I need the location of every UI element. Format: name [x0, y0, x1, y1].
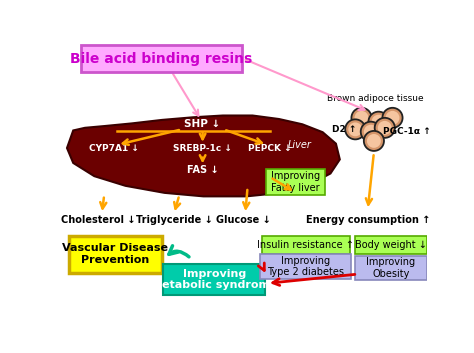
Text: D2 ↑: D2 ↑ [332, 125, 356, 134]
Circle shape [351, 108, 372, 128]
FancyBboxPatch shape [356, 236, 427, 254]
Circle shape [368, 112, 389, 132]
FancyBboxPatch shape [82, 45, 242, 72]
FancyBboxPatch shape [260, 254, 351, 279]
FancyBboxPatch shape [163, 264, 265, 295]
Text: Improving
Fatty liver: Improving Fatty liver [271, 171, 320, 192]
FancyBboxPatch shape [266, 169, 326, 195]
Circle shape [348, 122, 362, 136]
Text: SREBP-1c ↓: SREBP-1c ↓ [173, 144, 232, 153]
Text: Liver: Liver [288, 140, 311, 150]
Circle shape [367, 134, 381, 148]
Circle shape [378, 121, 392, 135]
Circle shape [364, 131, 384, 151]
Text: Improving
Type 2 diabetes: Improving Type 2 diabetes [267, 256, 344, 277]
Circle shape [372, 115, 385, 128]
Text: PEPCK ↓: PEPCK ↓ [248, 144, 292, 153]
Text: Cholesterol ↓: Cholesterol ↓ [61, 215, 135, 225]
Text: Energy consumption ↑: Energy consumption ↑ [306, 215, 430, 225]
Circle shape [383, 108, 402, 128]
Text: Improving
Metabolic syndrome: Improving Metabolic syndrome [151, 269, 277, 290]
Circle shape [364, 125, 378, 139]
FancyBboxPatch shape [69, 236, 162, 273]
Text: Vascular Disease
Prevention: Vascular Disease Prevention [62, 243, 168, 265]
Circle shape [374, 118, 395, 138]
Text: Glucose ↓: Glucose ↓ [216, 215, 270, 225]
Text: Bile acid binding resins: Bile acid binding resins [71, 52, 253, 66]
Circle shape [361, 122, 381, 142]
FancyBboxPatch shape [262, 236, 350, 254]
Circle shape [345, 119, 365, 139]
Text: PGC-1α ↑: PGC-1α ↑ [383, 127, 430, 136]
Text: Improving
Obesity: Improving Obesity [366, 257, 416, 279]
Circle shape [385, 111, 400, 125]
Text: FAS ↓: FAS ↓ [187, 165, 219, 175]
Text: CYP7A1 ↓: CYP7A1 ↓ [89, 144, 138, 153]
Text: Insulin resistance ↑: Insulin resistance ↑ [257, 240, 354, 250]
Text: Brown adipoce tissue: Brown adipoce tissue [327, 94, 424, 103]
Polygon shape [67, 115, 340, 196]
Circle shape [355, 111, 368, 125]
Text: Body weight ↓: Body weight ↓ [355, 240, 427, 250]
FancyBboxPatch shape [356, 256, 427, 280]
Text: Triglyceride ↓: Triglyceride ↓ [136, 215, 212, 225]
Text: SHP ↓: SHP ↓ [184, 119, 221, 129]
